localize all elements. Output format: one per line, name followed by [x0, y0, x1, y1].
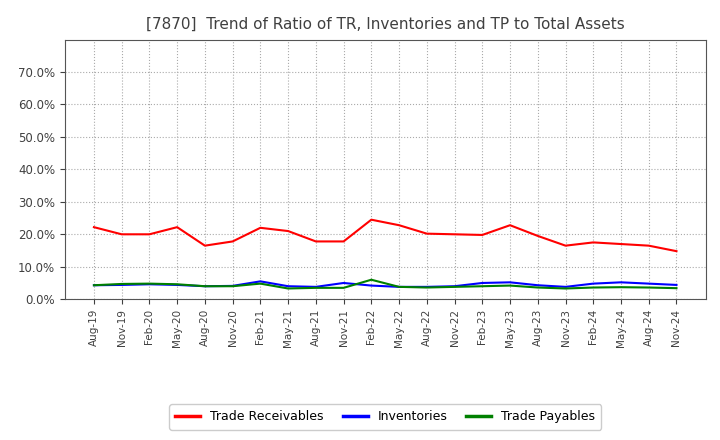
Inventories: [256, 279, 265, 284]
Trade Payables: [672, 286, 681, 291]
Trade Receivables: [173, 224, 181, 230]
Trade Payables: [450, 284, 459, 290]
Trade Receivables: [201, 243, 210, 248]
Trade Payables: [201, 284, 210, 289]
Inventories: [145, 282, 154, 287]
Inventories: [339, 280, 348, 286]
Trade Payables: [117, 281, 126, 286]
Inventories: [589, 281, 598, 286]
Trade Payables: [505, 283, 514, 288]
Inventories: [644, 281, 653, 286]
Trade Payables: [534, 285, 542, 290]
Trade Payables: [367, 277, 376, 282]
Trade Payables: [339, 285, 348, 290]
Line: Trade Payables: Trade Payables: [94, 280, 677, 289]
Inventories: [89, 282, 98, 288]
Trade Receivables: [478, 232, 487, 238]
Trade Receivables: [561, 243, 570, 248]
Trade Receivables: [117, 231, 126, 237]
Inventories: [423, 284, 431, 290]
Trade Payables: [145, 281, 154, 286]
Trade Payables: [423, 285, 431, 290]
Inventories: [534, 282, 542, 288]
Trade Receivables: [505, 223, 514, 228]
Trade Receivables: [367, 217, 376, 222]
Trade Payables: [256, 281, 265, 286]
Legend: Trade Receivables, Inventories, Trade Payables: Trade Receivables, Inventories, Trade Pa…: [169, 404, 601, 429]
Trade Receivables: [534, 233, 542, 238]
Inventories: [201, 284, 210, 289]
Trade Payables: [644, 285, 653, 290]
Trade Payables: [228, 284, 237, 289]
Trade Receivables: [339, 239, 348, 244]
Trade Receivables: [423, 231, 431, 236]
Trade Payables: [395, 284, 403, 290]
Title: [7870]  Trend of Ratio of TR, Inventories and TP to Total Assets: [7870] Trend of Ratio of TR, Inventories…: [146, 16, 624, 32]
Inventories: [228, 283, 237, 289]
Trade Payables: [89, 282, 98, 288]
Trade Receivables: [312, 239, 320, 244]
Inventories: [173, 282, 181, 288]
Inventories: [395, 284, 403, 290]
Trade Payables: [478, 284, 487, 289]
Trade Receivables: [89, 224, 98, 230]
Trade Payables: [616, 285, 625, 290]
Inventories: [672, 282, 681, 288]
Inventories: [117, 282, 126, 288]
Inventories: [478, 280, 487, 286]
Trade Receivables: [616, 242, 625, 247]
Trade Receivables: [256, 225, 265, 231]
Trade Receivables: [145, 231, 154, 237]
Line: Inventories: Inventories: [94, 281, 677, 287]
Inventories: [616, 280, 625, 285]
Inventories: [450, 284, 459, 289]
Trade Receivables: [644, 243, 653, 248]
Inventories: [561, 284, 570, 290]
Line: Trade Receivables: Trade Receivables: [94, 220, 677, 251]
Trade Receivables: [672, 249, 681, 254]
Trade Payables: [312, 285, 320, 290]
Trade Payables: [284, 286, 292, 291]
Trade Receivables: [228, 239, 237, 244]
Trade Payables: [589, 285, 598, 290]
Inventories: [505, 280, 514, 285]
Trade Payables: [561, 286, 570, 291]
Inventories: [312, 284, 320, 290]
Trade Receivables: [589, 240, 598, 245]
Inventories: [284, 284, 292, 289]
Trade Receivables: [284, 228, 292, 234]
Inventories: [367, 283, 376, 288]
Trade Receivables: [395, 223, 403, 228]
Trade Payables: [173, 282, 181, 287]
Trade Receivables: [450, 231, 459, 237]
